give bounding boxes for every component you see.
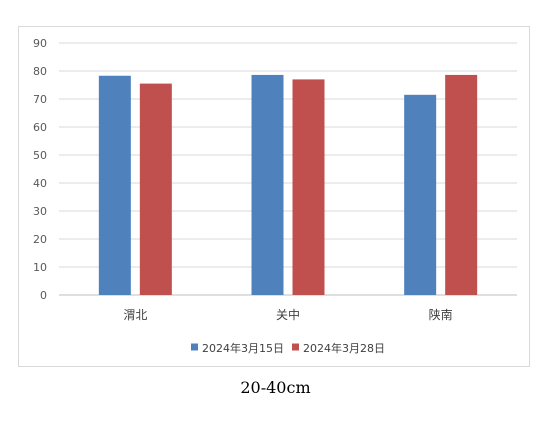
x-category-label: 陕南 xyxy=(429,307,453,322)
bar xyxy=(445,74,478,295)
y-tick-label: 90 xyxy=(33,37,47,50)
chart-svg: 0 10 20 30 40 50 60 70 80 90 渭北 关中 陕南 2024年3月15日 2024年… xyxy=(33,37,517,355)
legend-label: 2024年3月15日 xyxy=(202,341,284,355)
y-tick-label: 40 xyxy=(33,177,47,190)
y-tick-label: 10 xyxy=(33,261,47,274)
y-tick-label: 0 xyxy=(40,289,47,302)
bar xyxy=(139,83,172,295)
bar xyxy=(292,79,325,296)
y-tick-label: 20 xyxy=(33,233,47,246)
legend-swatch xyxy=(292,343,299,351)
y-tick-label: 60 xyxy=(33,121,47,134)
x-category-label: 关中 xyxy=(276,307,300,322)
y-tick-label: 30 xyxy=(33,205,47,218)
legend-label: 2024年3月28日 xyxy=(303,341,385,355)
bar xyxy=(98,75,131,295)
legend-swatch xyxy=(191,343,198,351)
bar xyxy=(404,94,437,295)
bar xyxy=(251,74,284,295)
y-tick-label: 70 xyxy=(33,93,47,106)
chart-caption: 20-40cm xyxy=(240,378,311,397)
y-tick-label: 80 xyxy=(33,65,47,78)
chart-frame: 0 10 20 30 40 50 60 70 80 90 渭北 关中 陕南 2024年3月15日 2024年… xyxy=(18,26,530,367)
y-tick-label: 50 xyxy=(33,149,47,162)
x-category-label: 渭北 xyxy=(123,308,147,322)
